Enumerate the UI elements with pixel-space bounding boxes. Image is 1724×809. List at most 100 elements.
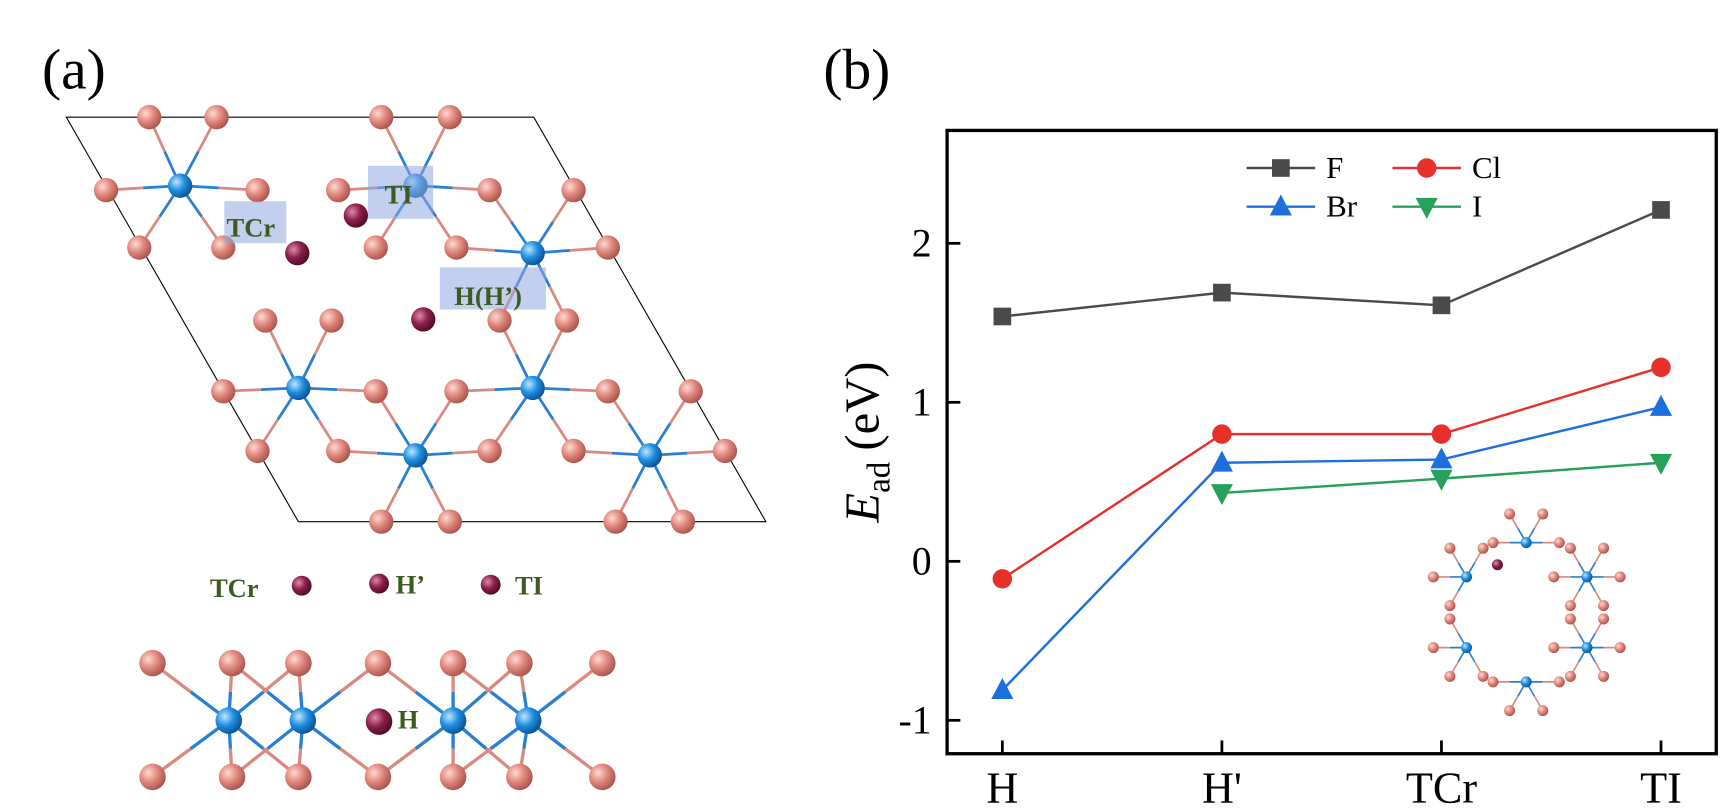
atom bbox=[139, 649, 166, 677]
atom bbox=[1564, 613, 1576, 625]
atom bbox=[678, 379, 703, 404]
atom bbox=[477, 177, 502, 203]
atom bbox=[167, 173, 193, 198]
atom bbox=[369, 105, 394, 130]
site-label: H’ bbox=[396, 569, 425, 599]
atom bbox=[561, 438, 586, 464]
atom bbox=[506, 649, 533, 677]
x-tick-label: TCr bbox=[1406, 763, 1477, 809]
site-label: TCr bbox=[210, 573, 259, 603]
site-highlight bbox=[368, 165, 434, 219]
atom bbox=[364, 649, 392, 677]
atom bbox=[127, 235, 152, 260]
legend-label: I bbox=[1472, 189, 1482, 224]
atom bbox=[670, 509, 696, 534]
atom bbox=[1537, 705, 1549, 717]
atom bbox=[1598, 670, 1610, 682]
atom bbox=[1477, 542, 1489, 554]
chart: Ead (eV) -1 0 1 2 H H' TCr TI F Cl Br I bbox=[836, 128, 1718, 809]
atom bbox=[411, 307, 436, 332]
atom bbox=[444, 379, 469, 404]
atom bbox=[1427, 642, 1439, 654]
marker bbox=[1431, 424, 1452, 444]
atom bbox=[343, 203, 369, 228]
marker bbox=[1649, 394, 1673, 416]
atom bbox=[365, 708, 393, 735]
legend-label: Cl bbox=[1472, 150, 1501, 185]
atom bbox=[1487, 676, 1499, 688]
atom bbox=[603, 509, 628, 534]
atom bbox=[369, 573, 390, 594]
marker bbox=[1430, 469, 1453, 491]
legend-marker bbox=[1272, 159, 1290, 177]
site-label: H bbox=[398, 704, 419, 734]
atom bbox=[712, 438, 738, 464]
y-tick-label: 1 bbox=[912, 381, 932, 425]
marker bbox=[1212, 424, 1232, 444]
plot-frame bbox=[945, 128, 1718, 756]
atom bbox=[326, 438, 351, 464]
site-label: TCr bbox=[227, 213, 276, 243]
atom bbox=[1598, 613, 1610, 625]
atom bbox=[595, 235, 620, 260]
atom bbox=[1548, 571, 1560, 583]
atom bbox=[1487, 537, 1499, 549]
atom bbox=[439, 707, 467, 734]
side-view bbox=[139, 649, 616, 791]
atom bbox=[291, 575, 312, 596]
marker bbox=[1213, 283, 1231, 302]
atom bbox=[1491, 559, 1503, 571]
atom bbox=[480, 574, 501, 595]
atom bbox=[1553, 537, 1565, 549]
atom bbox=[1427, 571, 1439, 583]
atom bbox=[595, 379, 620, 404]
atom bbox=[137, 105, 162, 130]
atom bbox=[1598, 542, 1610, 554]
atom bbox=[403, 443, 428, 468]
atom bbox=[439, 763, 467, 791]
site-label: TI bbox=[515, 571, 543, 601]
atom bbox=[1444, 600, 1456, 612]
site-highlight bbox=[439, 267, 546, 310]
atom bbox=[204, 105, 229, 130]
x-tick-label: H bbox=[986, 763, 1018, 809]
atom bbox=[637, 443, 662, 468]
atom bbox=[520, 240, 545, 266]
atom bbox=[1548, 642, 1560, 654]
x-tick-label: TI bbox=[1640, 763, 1682, 809]
atom bbox=[589, 649, 616, 677]
site-label: H(H’) bbox=[454, 281, 522, 311]
atom bbox=[520, 375, 545, 401]
atom bbox=[245, 438, 270, 464]
atom bbox=[1504, 508, 1516, 520]
atom bbox=[1504, 705, 1516, 717]
marker bbox=[1651, 357, 1671, 378]
series-line bbox=[1001, 366, 1662, 580]
atom bbox=[1460, 642, 1473, 654]
y-axis-label: Ead (eV) bbox=[836, 362, 898, 524]
atom bbox=[487, 308, 512, 333]
atom bbox=[1564, 542, 1576, 554]
atom bbox=[1581, 642, 1593, 654]
atom bbox=[1553, 676, 1565, 688]
atom bbox=[364, 763, 392, 791]
atom bbox=[561, 177, 586, 203]
atom bbox=[437, 105, 462, 130]
y-label-subscript: ad bbox=[861, 461, 898, 493]
legend-label: Br bbox=[1326, 189, 1358, 224]
y-tick-label: 0 bbox=[912, 540, 932, 584]
atom bbox=[285, 240, 310, 266]
series-line bbox=[1002, 208, 1662, 318]
y-label-symbol: E bbox=[836, 493, 890, 524]
marker bbox=[1432, 296, 1451, 315]
atom bbox=[554, 308, 580, 333]
y-tick-label: 2 bbox=[912, 222, 932, 266]
legend-marker bbox=[1269, 194, 1292, 216]
y-tick-label: -1 bbox=[898, 699, 931, 743]
atom bbox=[139, 763, 166, 791]
atom bbox=[1614, 571, 1626, 583]
legend-marker bbox=[1415, 197, 1438, 219]
atom bbox=[245, 177, 270, 203]
atom bbox=[218, 763, 246, 791]
atom bbox=[326, 177, 351, 203]
